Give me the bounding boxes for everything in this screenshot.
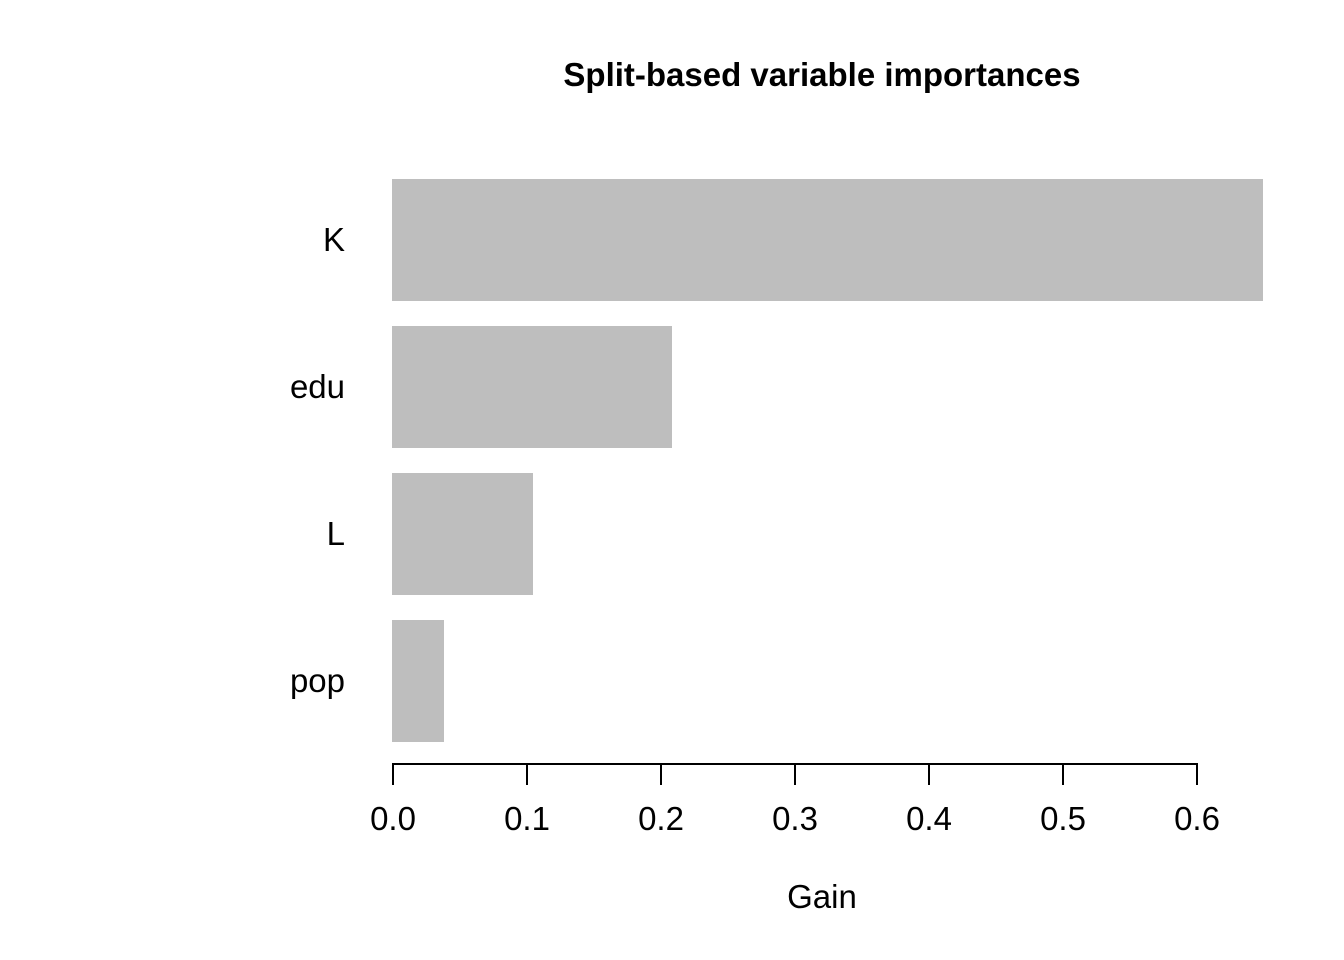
category-label-pop: pop [289,662,345,699]
x-tick-0.3 [794,765,796,785]
bar-edu [392,326,672,448]
bar-pop [392,620,444,742]
x-tick-label-0.0: 0.0 [370,800,416,837]
x-tick-0.0 [392,765,394,785]
bar-L [392,473,533,595]
x-tick-0.1 [526,765,528,785]
x-tick-0.2 [660,765,662,785]
x-tick-0.4 [928,765,930,785]
x-tick-label-0.6: 0.6 [1174,800,1220,837]
chart-title: Split-based variable importances [563,56,1081,93]
x-axis-line [392,763,1198,765]
x-tick-0.5 [1062,765,1064,785]
x-tick-label-0.1: 0.1 [504,800,550,837]
x-axis-label: Gain [787,878,857,915]
x-tick-label-0.4: 0.4 [906,800,952,837]
x-tick-label-0.5: 0.5 [1040,800,1086,837]
x-tick-0.6 [1196,765,1198,785]
category-label-edu: edu [289,368,345,405]
category-label-L: L [326,515,345,552]
category-label-K: K [322,221,345,258]
x-tick-label-0.3: 0.3 [772,800,818,837]
x-tick-label-0.2: 0.2 [638,800,684,837]
bar-K [392,179,1263,301]
